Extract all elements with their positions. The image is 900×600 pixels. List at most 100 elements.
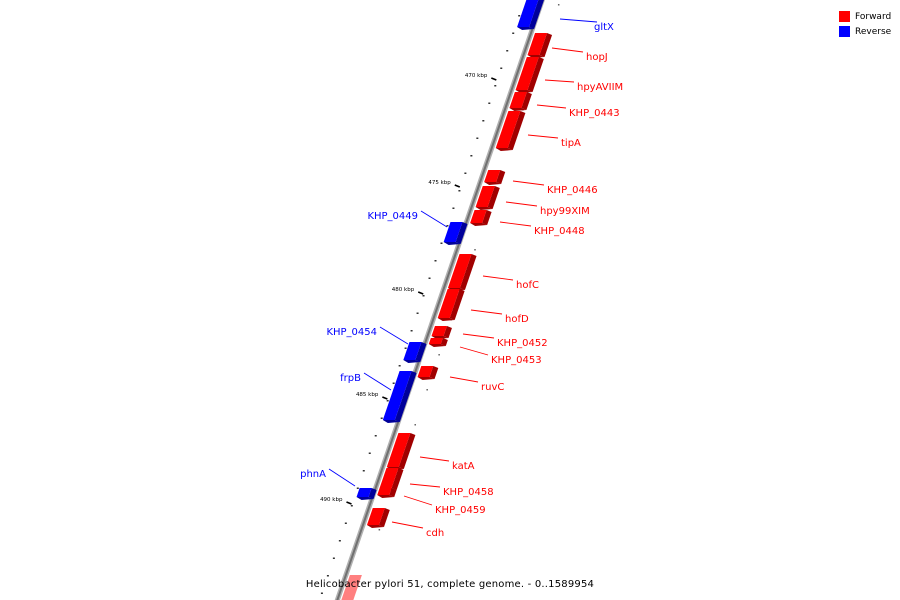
gene-face	[377, 488, 392, 495]
legend: Forward Reverse	[839, 9, 891, 39]
genome-backbone-core	[336, 0, 544, 600]
gene-label[interactable]: tipA	[561, 138, 581, 149]
gene-face	[386, 433, 411, 467]
gene-connector	[449, 376, 479, 383]
gene-khp_0452[interactable]	[431, 326, 452, 339]
minor-tick	[476, 137, 479, 139]
legend-item-reverse: Reverse	[839, 24, 891, 39]
minor-tick	[426, 389, 428, 391]
gene-face	[515, 57, 539, 90]
gene-face	[495, 111, 521, 148]
gene-label[interactable]: gltX	[594, 22, 614, 33]
gene-depth-face	[482, 210, 492, 225]
minor-tick	[557, 4, 560, 6]
gene-label[interactable]: KHP_0458	[443, 487, 494, 498]
minor-tick	[452, 207, 455, 209]
gene-depth-face	[507, 111, 526, 150]
major-tick	[346, 501, 352, 505]
gene-hofd[interactable]	[437, 289, 465, 321]
gene-face	[447, 254, 472, 288]
gene-khp_0454[interactable]	[403, 342, 427, 363]
gene-khp_0446[interactable]	[484, 170, 506, 185]
minor-tick	[474, 249, 476, 251]
gene-depth-face	[391, 468, 404, 490]
gene-label[interactable]: KHP_0449	[367, 211, 418, 222]
gene-bottom-face	[366, 525, 384, 528]
gene-depth-face	[496, 170, 506, 184]
minor-tick	[378, 529, 381, 531]
minor-tick	[458, 190, 461, 192]
minor-tick	[428, 277, 431, 279]
gene-cdh[interactable]	[366, 508, 390, 528]
gene-khp_0453[interactable]	[428, 338, 448, 347]
gene-label[interactable]: phnA	[300, 469, 326, 480]
gene-bottom-face	[517, 27, 535, 30]
gene-label[interactable]: KHP_0453	[491, 355, 542, 366]
gene-phna[interactable]	[356, 488, 377, 500]
minor-tick	[416, 312, 419, 314]
minor-tick	[320, 592, 323, 594]
gene-gltx[interactable]	[517, 0, 545, 30]
minor-tick	[368, 452, 371, 454]
gene-khp_0459[interactable]	[377, 488, 397, 498]
gene-depth-face	[459, 254, 477, 290]
gene-face	[356, 488, 372, 497]
gene-connector	[559, 18, 598, 23]
major-tick-label: 480 kbp	[392, 287, 415, 293]
gene-bottom-face	[484, 182, 502, 185]
minor-tick	[362, 470, 365, 472]
gene-label[interactable]: katA	[452, 461, 475, 472]
gene-khp_0443[interactable]	[509, 92, 532, 111]
gene-label[interactable]: KHP_0446	[547, 185, 598, 196]
gene-face	[366, 508, 385, 525]
gene-label[interactable]: hofD	[505, 314, 529, 325]
gene-label[interactable]: hpy99XIM	[540, 206, 590, 217]
gene-connector	[544, 79, 575, 83]
minor-tick	[380, 417, 383, 419]
forward-swatch	[839, 11, 850, 22]
gene-face	[527, 33, 548, 55]
gene-depth-face	[455, 222, 468, 244]
gene-connector	[512, 180, 545, 186]
gene-label[interactable]: KHP_0459	[435, 505, 486, 516]
gene-face	[431, 326, 447, 336]
gene-label[interactable]: cdh	[426, 528, 444, 539]
gene-label[interactable]: ruvC	[481, 382, 504, 393]
gene-depth-face	[368, 488, 377, 499]
gene-bottom-face	[443, 242, 461, 245]
gene-label[interactable]: frpB	[340, 373, 361, 384]
gene-bottom-face	[356, 497, 374, 500]
minor-tick	[344, 522, 347, 524]
gene-depth-face	[527, 57, 544, 92]
gene-hpy99xim[interactable]	[475, 186, 500, 210]
major-tick	[382, 396, 388, 400]
gene-label[interactable]: hpyAVIIM	[577, 82, 623, 93]
gene-bottom-face	[509, 108, 527, 111]
gene-bottom-face	[470, 223, 488, 226]
gene-connector	[379, 326, 409, 345]
gene-bottom-face	[495, 148, 513, 151]
gene-frpb[interactable]	[382, 371, 417, 423]
gene-face	[470, 210, 487, 223]
gene-label[interactable]: KHP_0443	[569, 108, 620, 119]
gene-depth-face	[443, 326, 452, 338]
gene-ruvc[interactable]	[417, 366, 439, 380]
minor-tick	[500, 67, 503, 69]
gene-khp_0448[interactable]	[470, 210, 492, 226]
gene-label[interactable]: KHP_0448	[534, 226, 585, 237]
legend-item-forward: Forward	[839, 9, 891, 24]
gene-label[interactable]: KHP_0454	[326, 327, 377, 338]
gene-label[interactable]: hofC	[516, 280, 539, 291]
gene-label[interactable]: KHP_0452	[497, 338, 548, 349]
gene-face	[403, 342, 422, 360]
minor-tick	[414, 424, 416, 426]
gene-connector	[505, 201, 538, 207]
minor-tick	[464, 172, 467, 174]
gene-label[interactable]: hopJ	[586, 52, 608, 63]
minor-tick	[404, 347, 407, 349]
minor-tick	[392, 382, 395, 384]
gene-hpyaviim[interactable]	[515, 57, 544, 93]
gene-tipa[interactable]	[495, 111, 526, 151]
gene-depth-face	[487, 186, 500, 209]
gene-khp_0449[interactable]	[443, 222, 468, 245]
